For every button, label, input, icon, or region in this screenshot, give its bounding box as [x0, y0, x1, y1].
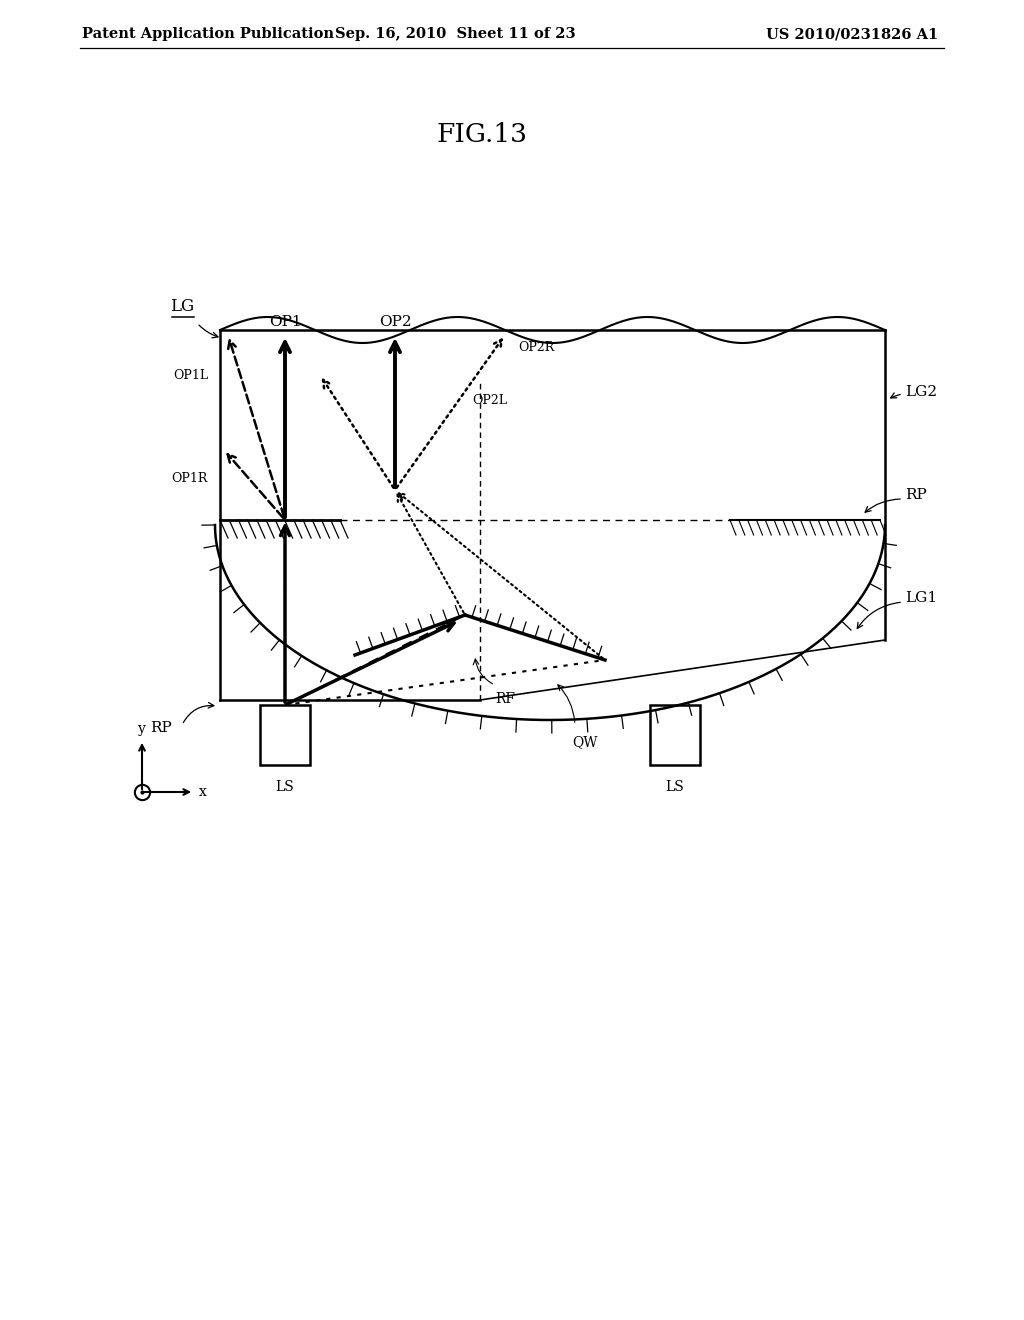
Text: US 2010/0231826 A1: US 2010/0231826 A1 [766, 26, 938, 41]
Text: OP2L: OP2L [472, 393, 507, 407]
Text: QW: QW [572, 735, 597, 748]
Text: LG2: LG2 [905, 385, 937, 399]
Text: Patent Application Publication: Patent Application Publication [82, 26, 334, 41]
Bar [260, 705, 310, 766]
Text: y: y [138, 722, 146, 737]
Text: x: x [199, 785, 207, 799]
Text: RP: RP [905, 488, 927, 502]
Text: FIG.13: FIG.13 [436, 123, 527, 148]
Text: LS: LS [666, 780, 684, 795]
Text: OP1R: OP1R [172, 471, 208, 484]
Text: OP2: OP2 [379, 315, 412, 329]
Text: OP1: OP1 [268, 315, 301, 329]
Text: LG1: LG1 [905, 591, 937, 605]
Text: RP: RP [151, 721, 172, 735]
Text: RF: RF [495, 692, 515, 706]
Text: LG: LG [170, 298, 195, 315]
Text: Sep. 16, 2010  Sheet 11 of 23: Sep. 16, 2010 Sheet 11 of 23 [335, 26, 575, 41]
Text: OP2R: OP2R [518, 342, 554, 355]
Text: LS: LS [275, 780, 294, 795]
Text: OP1L: OP1L [173, 368, 208, 381]
Bar [650, 705, 700, 766]
